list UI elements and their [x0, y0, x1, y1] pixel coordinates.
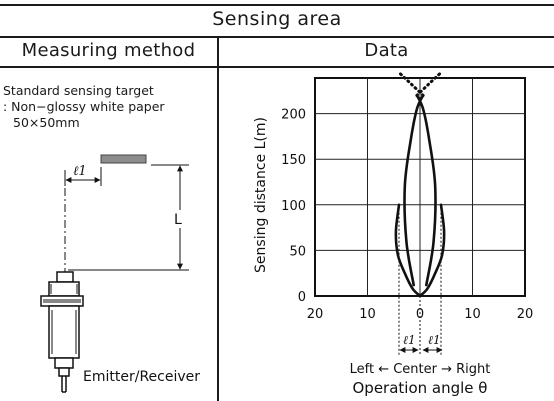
measuring-method-header: Measuring method [21, 40, 196, 61]
sensing-boundary-curve-2 [403, 94, 425, 287]
table-top-border [0, 4, 554, 6]
l1-left-label: ℓ1 [403, 333, 416, 347]
l-label: L [174, 212, 182, 228]
chart-guides [398, 204, 442, 356]
header-row-divider [0, 66, 554, 68]
chart-y-axis-label: Sensing distance L(m) [253, 117, 269, 273]
chart-direction-label: Left ← Center → Right [350, 362, 491, 377]
chart-x-axis-label: Operation angle θ [353, 379, 488, 397]
l-label-background [171, 210, 187, 228]
sensing-boundary-curve-1 [418, 203, 446, 298]
sensing-boundary-dotted-5 [415, 71, 443, 97]
x-tick-label: 10 [359, 307, 376, 322]
y-tick-label: 0 [298, 290, 306, 305]
data-header: Data [364, 40, 409, 61]
sensing-target-plate [100, 154, 147, 164]
y-tick-label: 100 [281, 199, 306, 214]
y-tick-label: 150 [281, 153, 306, 168]
chart-grid [315, 78, 525, 296]
chart-curves [394, 71, 446, 298]
emitter-receiver-label: Emitter/Receiver [83, 369, 200, 385]
sensing-target-material: : Non−glossy white paper [3, 99, 165, 114]
x-tick-label: 20 [517, 307, 534, 322]
sensing-target-size: 50×50mm [13, 115, 80, 130]
y-tick-label: 200 [281, 108, 306, 123]
measuring-setup-illustration: ℓ1 L [40, 154, 200, 393]
column-divider [217, 37, 219, 401]
sensing-target-title: Standard sensing target [3, 83, 154, 98]
sensor-emitter-receiver-icon [40, 271, 84, 393]
x-tick-label: 20 [307, 307, 324, 322]
x-tick-label: 10 [464, 307, 481, 322]
y-tick-label: 50 [289, 244, 306, 259]
sensing-boundary-curve-3 [415, 94, 437, 287]
l1-right-label: ℓ1 [428, 333, 441, 347]
x-tick-label: 0 [416, 307, 424, 322]
title-row-divider [0, 36, 554, 38]
table-title: Sensing area [212, 8, 342, 30]
l1-label: ℓ1 [73, 164, 87, 179]
sensing-boundary-curve-0 [394, 203, 422, 298]
